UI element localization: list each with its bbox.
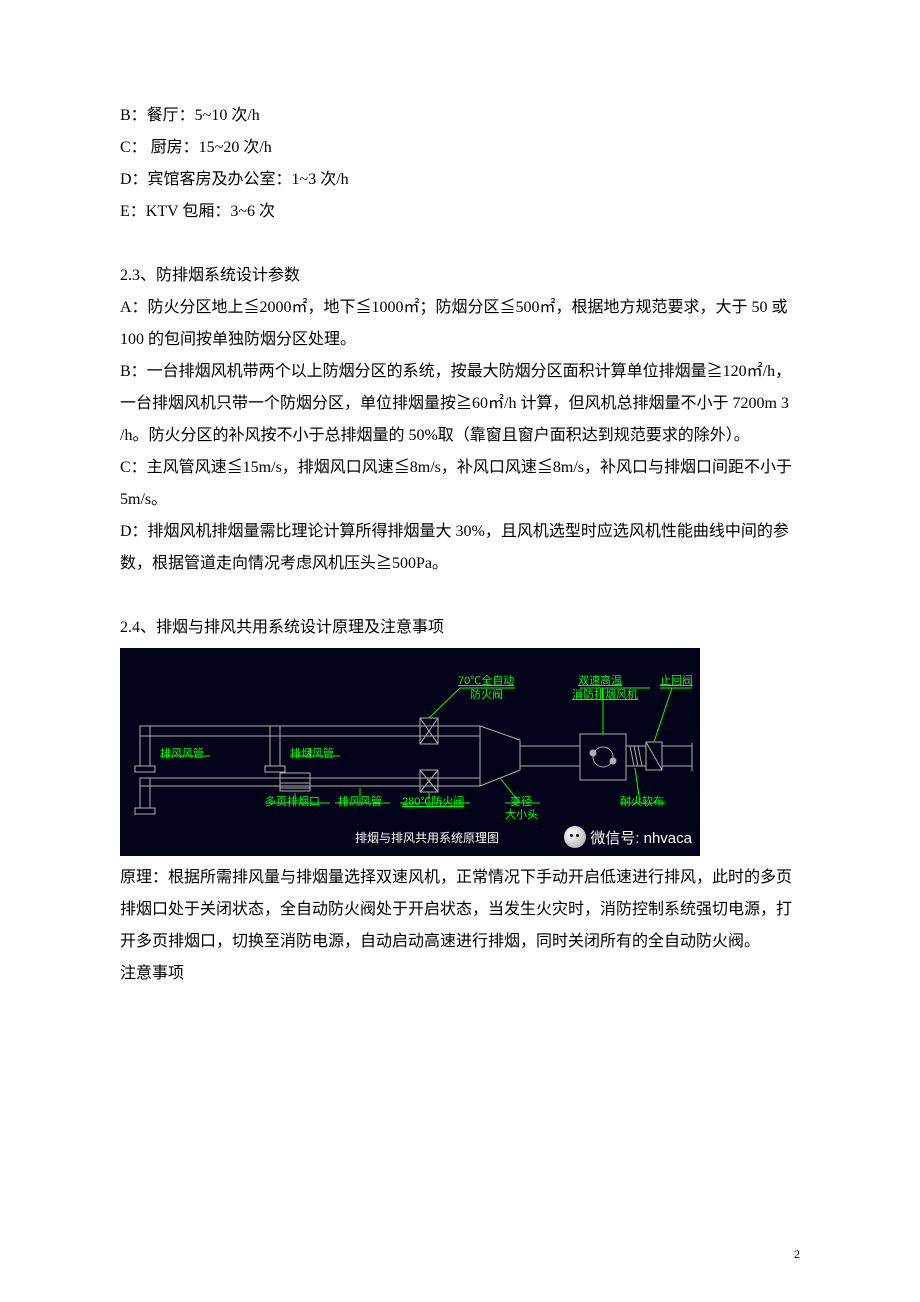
section-24-title: 2.4、排烟与排风共用系统设计原理及注意事项 bbox=[120, 612, 800, 644]
list-item-b: B：餐厅：5~10 次/h bbox=[120, 100, 800, 132]
section-23-a: A：防火分区地上≦2000㎡，地下≦1000㎡；防烟分区≦500㎡，根据地方规范… bbox=[120, 292, 800, 356]
wechat-badge: 微信号: nhvaca bbox=[564, 826, 692, 848]
diagram-label-70c-b: 防火阀 bbox=[470, 686, 503, 702]
section-23-d: D：排烟风机排烟量需比理论计算所得排烟量大 30%，且风机选型时应选风机性能曲线… bbox=[120, 516, 800, 580]
section-23-title: 2.3、防排烟系统设计参数 bbox=[120, 260, 800, 292]
document-page: B：餐厅：5~10 次/h C： 厨房：15~20 次/h D：宾馆客房及办公室… bbox=[0, 0, 920, 1302]
diagram-caption: 排烟与排风共用系统原理图 bbox=[355, 829, 499, 846]
diagram-label-exhaust-duct-2: 排风风管 bbox=[338, 793, 382, 809]
list-item-e: E：KTV 包厢：3~6 次 bbox=[120, 196, 800, 228]
diagram-label-reducer-b: 大小头 bbox=[505, 806, 538, 822]
diagram-label-smoke-duct: 排烟风管 bbox=[290, 745, 334, 761]
diagram-label-flexible: 耐火软布 bbox=[620, 793, 664, 809]
section-24-note: 注意事项 bbox=[120, 958, 800, 990]
list-item-d: D：宾馆客房及办公室：1~3 次/h bbox=[120, 164, 800, 196]
list-item-c: C： 厨房：15~20 次/h bbox=[120, 132, 800, 164]
wechat-icon bbox=[564, 826, 586, 848]
section-24-principle: 原理：根据所需排风量与排烟量选择双速风机，正常情况下手动开启低速进行排风，此时的… bbox=[120, 862, 800, 958]
diagram-label-check-valve: 止回阀 bbox=[660, 672, 693, 688]
diagram-label-fan-b: 消防排烟风机 bbox=[572, 686, 638, 702]
diagram-label-exhaust-duct-1: 排风风管 bbox=[160, 745, 204, 761]
wechat-text: 微信号: nhvaca bbox=[590, 827, 692, 848]
section-23-b: B：一台排烟风机带两个以上防烟分区的系统，按最大防烟分区面积计算单位排烟量≧12… bbox=[120, 356, 800, 452]
diagram-label-multi-damper: 多页排烟口 bbox=[265, 793, 320, 809]
section-23-c: C：主风管风速≦15m/s，排烟风口风速≦8m/s，补风口风速≦8m/s，补风口… bbox=[120, 452, 800, 516]
page-number: 2 bbox=[794, 1247, 800, 1262]
diagram-label-280c: 280℃防火阀 bbox=[402, 793, 464, 809]
system-diagram: 排风风管 排烟风管 多页排烟口 排风风管 70℃全自动 防火阀 280℃防火阀 … bbox=[120, 648, 700, 856]
